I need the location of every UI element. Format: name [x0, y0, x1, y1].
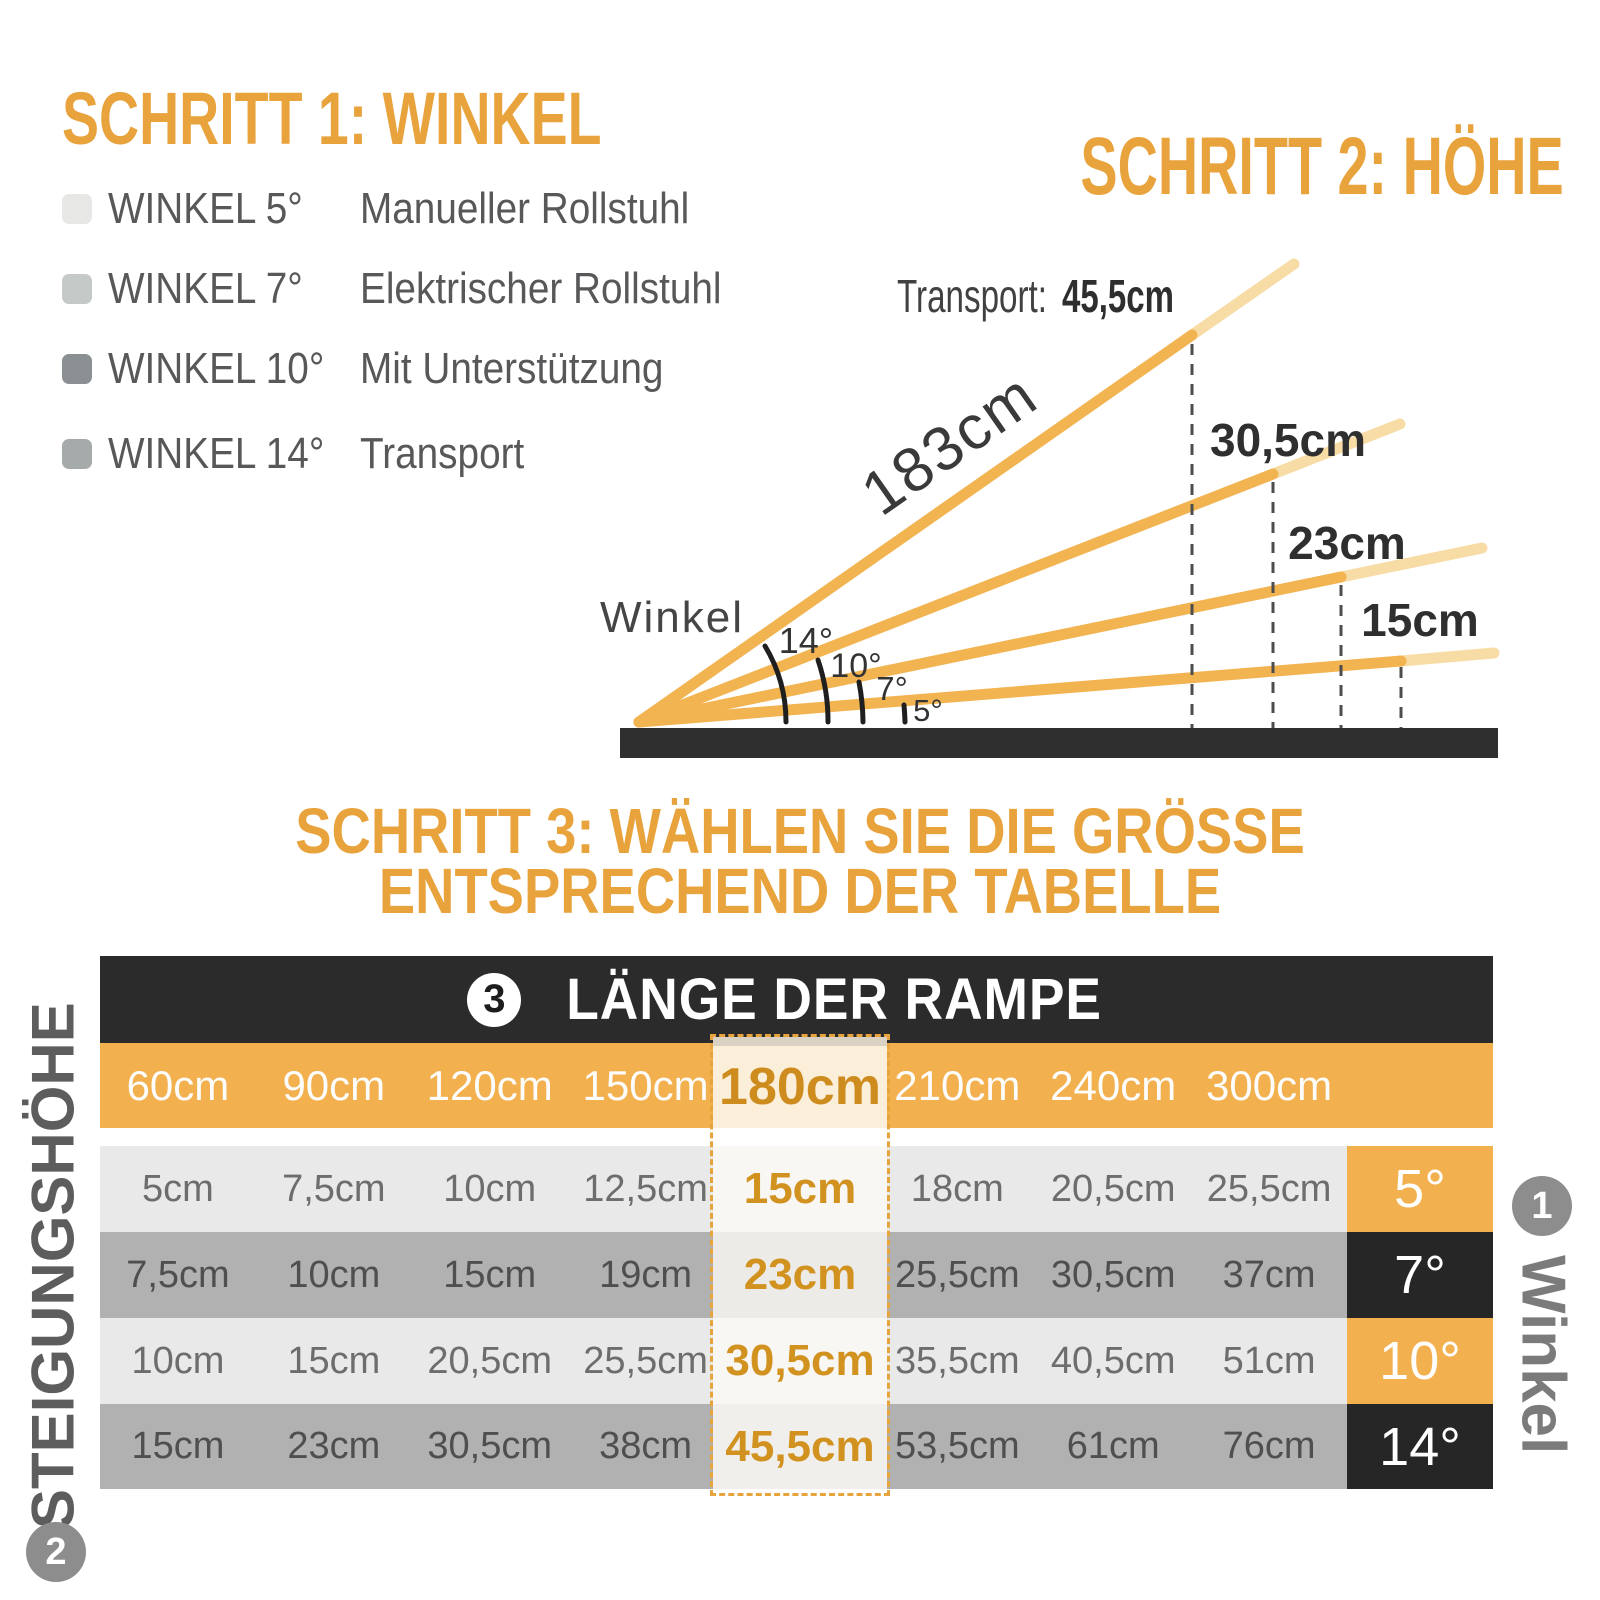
ramp-length-column-header: 240cm: [1050, 1061, 1177, 1109]
height-value-cell: 25,5cm: [583, 1339, 708, 1382]
height-value-cell: 35,5cm: [895, 1339, 1020, 1382]
ramp-10deg: [633, 468, 1279, 728]
legend-label: WINKEL 14°: [108, 429, 325, 478]
legend-label: WINKEL 5°: [108, 184, 303, 233]
angle-label-7: 7°: [876, 670, 908, 707]
ramp-length-column-header: 150cm: [582, 1061, 709, 1109]
legend-description: Mit Unterstützung: [360, 344, 664, 393]
angle-cell: 5°: [1347, 1146, 1493, 1232]
ramp-14deg: [633, 329, 1198, 728]
legend-item-10deg: WINKEL 10° Mit Unterstützung: [62, 344, 705, 393]
highlight-top-strip: [713, 1037, 887, 1046]
ramp-length-column-header: 120cm: [426, 1061, 553, 1109]
highlighted-height-value: 30,5cm: [713, 1318, 887, 1404]
height-value-cell: 10cm: [131, 1339, 225, 1382]
legend-item-5deg: WINKEL 5° Manueller Rollstuhl: [62, 184, 734, 233]
swatch-7deg-icon: [62, 274, 92, 304]
highlighted-length-header: 180cm: [713, 1046, 887, 1128]
ramp-length-column-header: 210cm: [894, 1061, 1021, 1109]
highlighted-height-value: 45,5cm: [713, 1404, 887, 1489]
height-value-cell: 10cm: [287, 1253, 381, 1296]
height-value-cell: 25,5cm: [1206, 1167, 1332, 1210]
height-value-cell: 15cm: [287, 1339, 381, 1382]
step3-title-line1: SCHRITT 3: WÄHLEN SIE DIE GRÖSSE: [295, 795, 1305, 867]
highlighted-height-value: 23cm: [713, 1232, 887, 1318]
height-value-cell: 51cm: [1222, 1339, 1316, 1382]
height-value-cell: 19cm: [599, 1253, 693, 1296]
height-value-cell: 20,5cm: [427, 1339, 552, 1382]
legend-description: Transport: [360, 429, 525, 478]
step1-number-badge: 1: [1512, 1176, 1572, 1236]
height-value-cell: 76cm: [1222, 1425, 1316, 1467]
swatch-14deg-icon: [62, 439, 92, 469]
height-value-cell: 15cm: [131, 1425, 225, 1467]
angle-label-5: 5°: [913, 693, 943, 728]
winkel-axis-label: Winkel: [600, 593, 744, 642]
step3-badge: 3: [467, 972, 522, 1027]
height-value-cell: 30,5cm: [1050, 1253, 1176, 1296]
height-label-23: 23cm: [1288, 517, 1406, 569]
highlighted-column-180cm: 180cm 15cm 23cm 30,5cm 45,5cm: [710, 1034, 890, 1496]
legend-label: WINKEL 10°: [108, 344, 325, 393]
height-value-cell: 7,5cm: [126, 1253, 230, 1296]
legend-item-7deg: WINKEL 7° Elektrischer Rollstuhl: [62, 264, 771, 313]
height-value-cell: 40,5cm: [1050, 1339, 1176, 1382]
height-value-cell: 18cm: [910, 1167, 1004, 1210]
transport-label: Transport:: [897, 270, 1047, 322]
transport-height-value: 45,5cm: [1062, 270, 1174, 322]
winkel-axis-label-right: Winkel: [1508, 1255, 1578, 1455]
highlighted-height-value: 15cm: [713, 1146, 887, 1232]
ramp-angle-diagram: Winkel 14° 10° 7° 5° Transport: 45,5cm 1…: [600, 258, 1500, 758]
angle-column-spacer: [1347, 1043, 1493, 1128]
legend-description: Manueller Rollstuhl: [360, 184, 690, 233]
height-value-cell: 12,5cm: [583, 1167, 708, 1210]
height-value-cell: 37cm: [1222, 1253, 1316, 1296]
angle-cell: 14°: [1347, 1404, 1493, 1489]
step1-title: SCHRITT 1: WINKEL: [62, 77, 602, 160]
height-value-cell: 23cm: [287, 1425, 381, 1467]
steigungshoehe-axis-label: STEIGUNGSHÖHE: [19, 1002, 87, 1530]
table-header-bar: 3 LÄNGE DER RAMPE: [100, 956, 1493, 1043]
height-value-cell: 53,5cm: [895, 1425, 1020, 1467]
step2-number-badge: 2: [26, 1522, 86, 1582]
height-value-cell: 38cm: [599, 1425, 693, 1467]
height-value-cell: 5cm: [142, 1167, 214, 1210]
height-value-cell: 25,5cm: [895, 1253, 1020, 1296]
swatch-5deg-icon: [62, 194, 92, 224]
table-title: LÄNGE DER RAMPE: [566, 967, 1103, 1032]
ramp-length-column-header: 90cm: [282, 1061, 386, 1109]
swatch-10deg-icon: [62, 354, 92, 384]
height-value-cell: 20,5cm: [1050, 1167, 1176, 1210]
ground-bar: [620, 728, 1498, 758]
ramp-7deg: [633, 571, 1347, 728]
angle-cell: 7°: [1347, 1232, 1493, 1318]
height-label-305: 30,5cm: [1210, 414, 1366, 466]
height-value-cell: 30,5cm: [427, 1425, 552, 1467]
highlight-gap-strip: [713, 1128, 887, 1146]
ramp-size-table: 3 LÄNGE DER RAMPE 60cm 90cm 120cm 150cm 210c…: [100, 956, 1493, 1496]
ramp-length-column-header: 300cm: [1206, 1061, 1333, 1109]
angle-cell: 10°: [1347, 1318, 1493, 1404]
height-guides: [1190, 344, 1403, 728]
height-value-cell: 10cm: [443, 1167, 537, 1210]
legend-description: Elektrischer Rollstuhl: [360, 264, 722, 313]
angle-label-14: 14°: [779, 620, 833, 661]
height-value-cell: 7,5cm: [282, 1167, 386, 1210]
step3-title-line2: ENTSPRECHEND DER TABELLE: [378, 855, 1222, 927]
legend-item-14deg: WINKEL 14° Transport: [62, 429, 547, 478]
step2-title: SCHRITT 2: HÖHE: [1080, 121, 1564, 212]
ramp-length-column-header: 60cm: [126, 1061, 230, 1109]
height-value-cell: 61cm: [1066, 1425, 1160, 1467]
ramp-extensions: [1186, 258, 1500, 667]
angle-label-10: 10°: [830, 647, 881, 685]
ramp-5deg: [633, 655, 1407, 728]
height-label-15: 15cm: [1361, 594, 1479, 646]
legend-label: WINKEL 7°: [108, 264, 303, 313]
height-value-cell: 15cm: [443, 1253, 537, 1296]
angle-arcs: [762, 643, 908, 725]
